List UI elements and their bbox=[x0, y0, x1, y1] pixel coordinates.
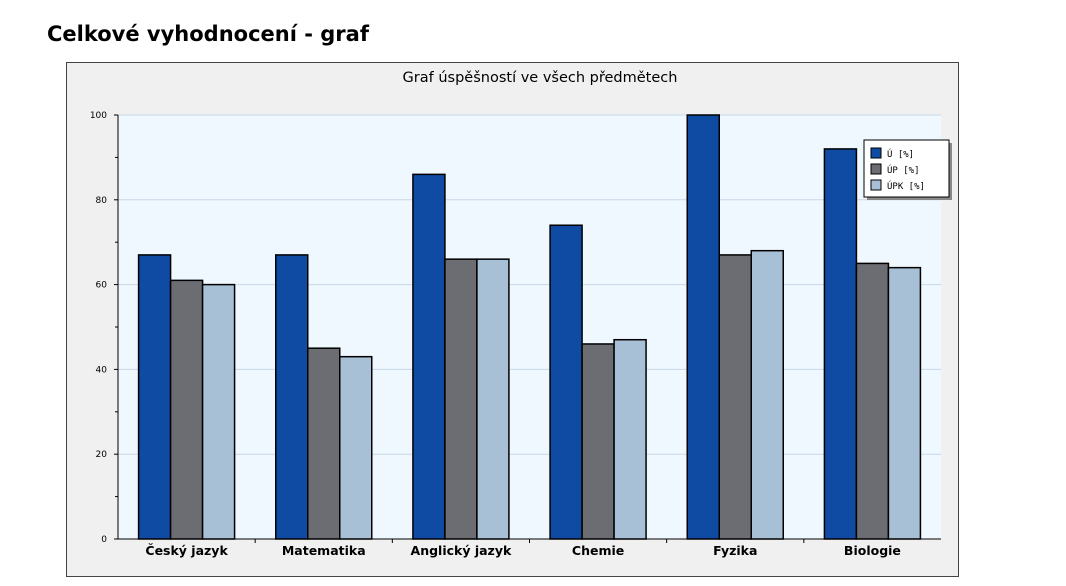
bar bbox=[201, 283, 236, 540]
category-label: Český jazyk bbox=[145, 543, 228, 558]
gridlines bbox=[118, 114, 941, 455]
legend-label: ÚPK [%] bbox=[887, 180, 925, 192]
bar bbox=[887, 266, 922, 540]
legend: Ú [%] ÚP [%] ÚPK [%] bbox=[863, 139, 952, 200]
y-tick-label: 80 bbox=[96, 196, 108, 206]
axes: 0 20 40 60 80 100 Český jazyk Matematika Anglick… bbox=[90, 111, 941, 558]
page-title: Celkové vyhodnocení - graf bbox=[47, 22, 369, 46]
legend-label: ÚP [%] bbox=[887, 164, 920, 176]
legend-swatch bbox=[870, 179, 882, 191]
legend-swatch bbox=[870, 147, 882, 159]
bar bbox=[137, 254, 172, 540]
category-label: Anglický jazyk bbox=[411, 543, 512, 558]
bar-chart: Graf úspěšností ve všech předmětech 0 20 4… bbox=[90, 70, 952, 558]
y-tick-label: 40 bbox=[96, 365, 108, 375]
bar bbox=[169, 279, 204, 540]
category-label: Biologie bbox=[844, 543, 901, 558]
bar bbox=[823, 148, 858, 540]
category-label: Matematika bbox=[282, 543, 366, 558]
bar bbox=[476, 258, 510, 540]
legend-swatch bbox=[870, 163, 882, 175]
legend-label: Ú [%] bbox=[887, 148, 914, 160]
y-tick-label: 0 bbox=[101, 535, 107, 545]
bar bbox=[444, 258, 478, 540]
bar bbox=[549, 224, 583, 540]
bar bbox=[339, 355, 373, 540]
bars bbox=[137, 114, 922, 540]
bar bbox=[581, 343, 615, 540]
bar bbox=[718, 254, 752, 540]
bar bbox=[307, 347, 341, 540]
bar bbox=[275, 254, 309, 540]
chart-frame: Graf úspěšností ve všech předmětech 0 20 4… bbox=[66, 62, 959, 577]
bar bbox=[686, 114, 720, 540]
y-tick-label: 100 bbox=[90, 111, 107, 121]
y-tick-label: 60 bbox=[96, 281, 108, 291]
category-label: Chemie bbox=[572, 543, 624, 558]
bar bbox=[750, 249, 784, 540]
category-label: Fyzika bbox=[713, 543, 757, 558]
chart-title: Graf úspěšností ve všech předmětech bbox=[403, 70, 678, 86]
bar bbox=[855, 262, 890, 540]
y-tick-label: 20 bbox=[96, 450, 108, 460]
bar bbox=[412, 173, 446, 540]
plot-area bbox=[118, 115, 941, 539]
bar bbox=[613, 338, 647, 540]
